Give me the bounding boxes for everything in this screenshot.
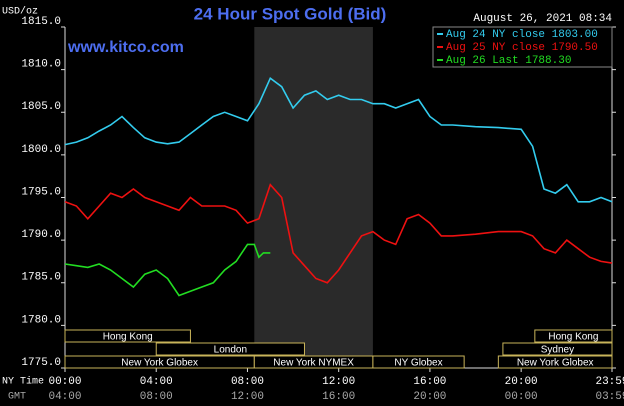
y-tick-label: 1810.0: [21, 59, 61, 71]
y-tick-label: 1800.0: [21, 144, 61, 156]
x2-tick-label: 08:00: [140, 391, 173, 403]
session-label: London: [214, 345, 247, 356]
chart-title: 24 Hour Spot Gold (Bid): [194, 4, 387, 23]
session-label: New York Globex: [121, 358, 198, 369]
session-label: Hong Kong: [548, 332, 598, 343]
legend-box: [432, 26, 613, 68]
y-tick-label: 1805.0: [21, 101, 61, 113]
subtitle: www.kitco.com: [67, 39, 184, 56]
x2-tick-label: 04:00: [48, 391, 81, 403]
session-box: [155, 342, 305, 356]
x-tick-label: 23:59: [595, 376, 624, 388]
session-label: New York Globex: [517, 358, 594, 369]
y-tick-label: 1780.0: [21, 314, 61, 326]
legend-label: Aug 24 NY close 1803.00: [446, 29, 598, 41]
session-label: Sydney: [541, 345, 574, 356]
price-line: [64, 243, 271, 297]
price-line: [64, 76, 613, 203]
x-tick-label: 12:00: [322, 376, 355, 388]
x-tick-label: 08:00: [231, 376, 264, 388]
session-shade: [254, 27, 373, 368]
x2-tick-label: 20:00: [413, 391, 446, 403]
price-line: [64, 183, 613, 284]
session-label: Hong Kong: [103, 332, 153, 343]
y-tick-label: 1790.0: [21, 229, 61, 241]
legend-label: Aug 26 Last 1788.30: [446, 55, 571, 67]
x2-tick-label: 03:59: [595, 391, 624, 403]
session-box: [372, 355, 465, 369]
session-label: New York NYMEX: [273, 358, 354, 369]
x2-tick-label: 12:00: [231, 391, 264, 403]
y-tick-label: 1815.0: [21, 16, 61, 28]
x-tick-label: 00:00: [48, 376, 81, 388]
session-box: [502, 342, 613, 356]
session-box: [534, 329, 613, 343]
x-tick-label: 20:00: [505, 376, 538, 388]
x-tick-label: 04:00: [140, 376, 173, 388]
y-tick-label: 1785.0: [21, 272, 61, 284]
x2-tick-label: 16:00: [322, 391, 355, 403]
session-label: NY Globex: [394, 358, 442, 369]
x-tick-label: 16:00: [413, 376, 446, 388]
y-axis-label: USD/oz: [2, 6, 38, 18]
x-axis-label: NY Time: [2, 376, 44, 388]
y-tick-label: 1775.0: [21, 357, 61, 369]
x2-tick-label: 00:00: [505, 391, 538, 403]
y-tick-label: 1795.0: [21, 186, 61, 198]
session-box: [64, 329, 191, 343]
session-box: [497, 355, 613, 369]
legend-label: Aug 25 NY close 1790.50: [446, 42, 598, 54]
timestamp: August 26, 2021 08:34: [473, 13, 612, 25]
x2-axis-label: GMT: [8, 392, 26, 403]
